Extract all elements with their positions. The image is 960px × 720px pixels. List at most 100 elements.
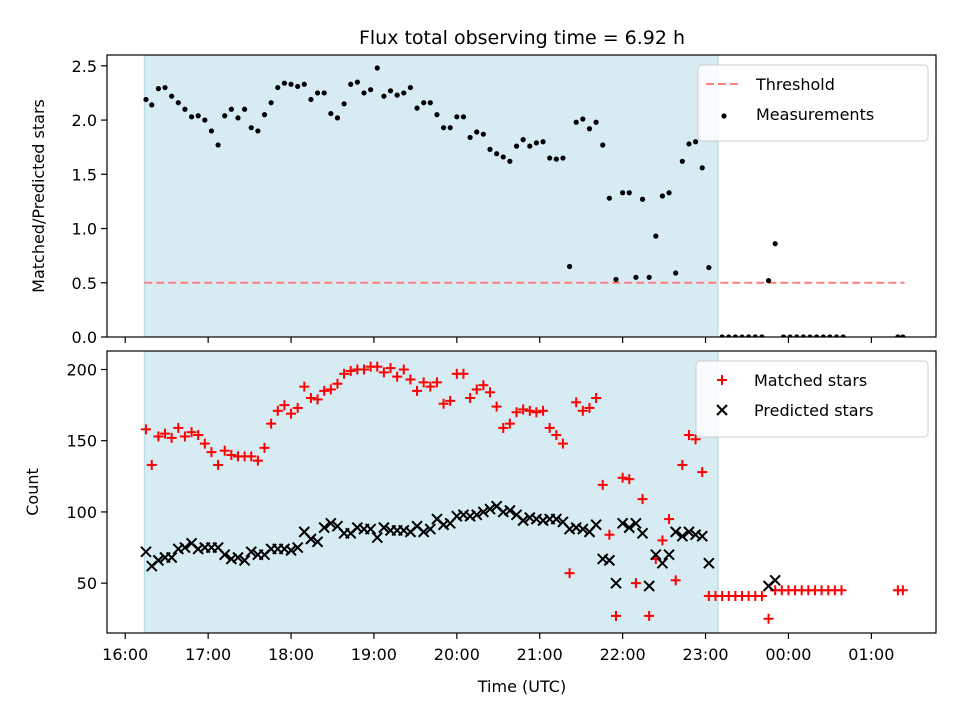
- legend-matched-swatch: [717, 375, 727, 385]
- predicted-star-point: [623, 521, 635, 534]
- chart-title: Flux total observing time = 6.92 h: [359, 27, 685, 49]
- measurement-point: [794, 334, 800, 337]
- y-tick-label: 200: [66, 361, 97, 380]
- measurement-point: [895, 334, 901, 337]
- bottom-legend: Matched stars Predicted stars: [695, 360, 929, 438]
- measurement-point: [900, 334, 906, 337]
- measurement-point: [566, 263, 573, 270]
- y-tick-label: 50: [77, 574, 97, 593]
- matched-star-point: [358, 364, 369, 375]
- matched-star-point: [372, 361, 383, 372]
- measurement-point: [288, 81, 294, 87]
- measurement-point: [759, 334, 765, 337]
- matched-star-point: [617, 472, 628, 483]
- measurement-point: [248, 125, 254, 131]
- measurement-point: [580, 116, 586, 122]
- predicted-star-point: [477, 506, 490, 518]
- matched-star-point: [465, 393, 476, 403]
- matched-star-point: [286, 408, 297, 419]
- matched-star-point: [246, 451, 257, 462]
- predicted-star-point: [311, 536, 324, 548]
- matched-star-point: [458, 368, 469, 379]
- x-axis-label: Time (UTC): [477, 677, 566, 696]
- matched-star-point: [140, 424, 151, 435]
- x-tick-label: 01:00: [848, 645, 894, 664]
- matched-star-point: [564, 568, 575, 579]
- matched-star-point: [544, 422, 555, 433]
- measurement-point: [814, 334, 820, 337]
- x-tick-label: 17:00: [185, 645, 231, 664]
- measurement-point: [633, 274, 639, 280]
- series-matched-stars: [140, 361, 908, 624]
- predicted-star-point: [245, 546, 257, 558]
- matched-star-point: [577, 405, 588, 416]
- matched-star-point: [186, 427, 197, 438]
- y-tick-label: 2.5: [72, 57, 97, 76]
- matched-star-point: [259, 442, 270, 453]
- matched-star-point: [624, 474, 635, 485]
- x-tick-label: 16:00: [102, 645, 148, 664]
- matched-star-point: [166, 432, 177, 443]
- measurement-point: [427, 100, 433, 106]
- matched-star-point: [405, 374, 416, 385]
- matched-star-point: [392, 371, 403, 382]
- measurement-point: [361, 90, 367, 96]
- predicted-star-point: [179, 541, 191, 554]
- matched-star-point: [504, 418, 515, 429]
- matched-star-point: [412, 385, 423, 396]
- predicted-star-point: [616, 517, 629, 530]
- measurement-point: [726, 334, 732, 337]
- matched-star-point: [836, 585, 847, 596]
- measurement-point: [765, 278, 772, 284]
- x-tick-label: 21:00: [517, 645, 563, 664]
- predicted-star-point: [238, 554, 251, 567]
- measurement-point: [620, 190, 626, 196]
- matched-star-point: [557, 438, 568, 449]
- matched-star-point: [690, 434, 701, 445]
- measurement-point: [659, 193, 666, 199]
- measurement-point: [752, 334, 758, 337]
- x-tick-label: 20:00: [434, 645, 480, 664]
- matched-star-point: [226, 449, 237, 460]
- measurement-point: [341, 101, 347, 107]
- y-tick-label: 1.5: [72, 165, 97, 184]
- y-tick-label: 1.0: [72, 220, 97, 239]
- predicted-star-point: [663, 548, 675, 561]
- y-tick-label: 150: [66, 432, 97, 451]
- measurement-point: [639, 196, 646, 202]
- x-tick-label: 23:00: [682, 645, 728, 664]
- matched-star-point: [531, 407, 542, 418]
- measurement-point: [820, 334, 826, 337]
- legend-label: Predicted stars: [754, 401, 874, 420]
- predicted-star-point: [364, 523, 377, 535]
- x-tick-label: 19:00: [351, 645, 397, 664]
- measurement-point: [653, 233, 659, 239]
- predicted-star-point: [305, 533, 317, 545]
- matched-star-point: [146, 459, 157, 470]
- predicted-star-point: [219, 548, 231, 561]
- matched-star-point: [272, 405, 283, 416]
- y-axis-label: Matched/Predicted stars: [29, 99, 48, 293]
- matched-star-point: [571, 397, 582, 408]
- measurement-point: [480, 131, 486, 137]
- matched-star-point: [524, 405, 535, 416]
- matched-star-point: [644, 610, 655, 621]
- matched-star-point: [511, 407, 522, 418]
- matched-star-point: [425, 381, 436, 392]
- measurement-point: [195, 113, 201, 119]
- measurement-point: [308, 96, 314, 103]
- measurement-point: [699, 165, 705, 171]
- matched-star-point: [292, 402, 303, 413]
- measurement-point: [613, 276, 619, 283]
- measurement-point: [467, 134, 473, 141]
- matched-star-point: [319, 385, 330, 396]
- predicted-star-point: [371, 531, 383, 544]
- matched-star-point: [604, 529, 615, 540]
- measurement-point: [414, 105, 420, 111]
- measurement-point: [281, 80, 288, 86]
- measurement-point: [328, 110, 334, 117]
- measurement-point: [547, 155, 553, 161]
- matched-star-point: [279, 400, 290, 411]
- measurement-point: [827, 334, 833, 337]
